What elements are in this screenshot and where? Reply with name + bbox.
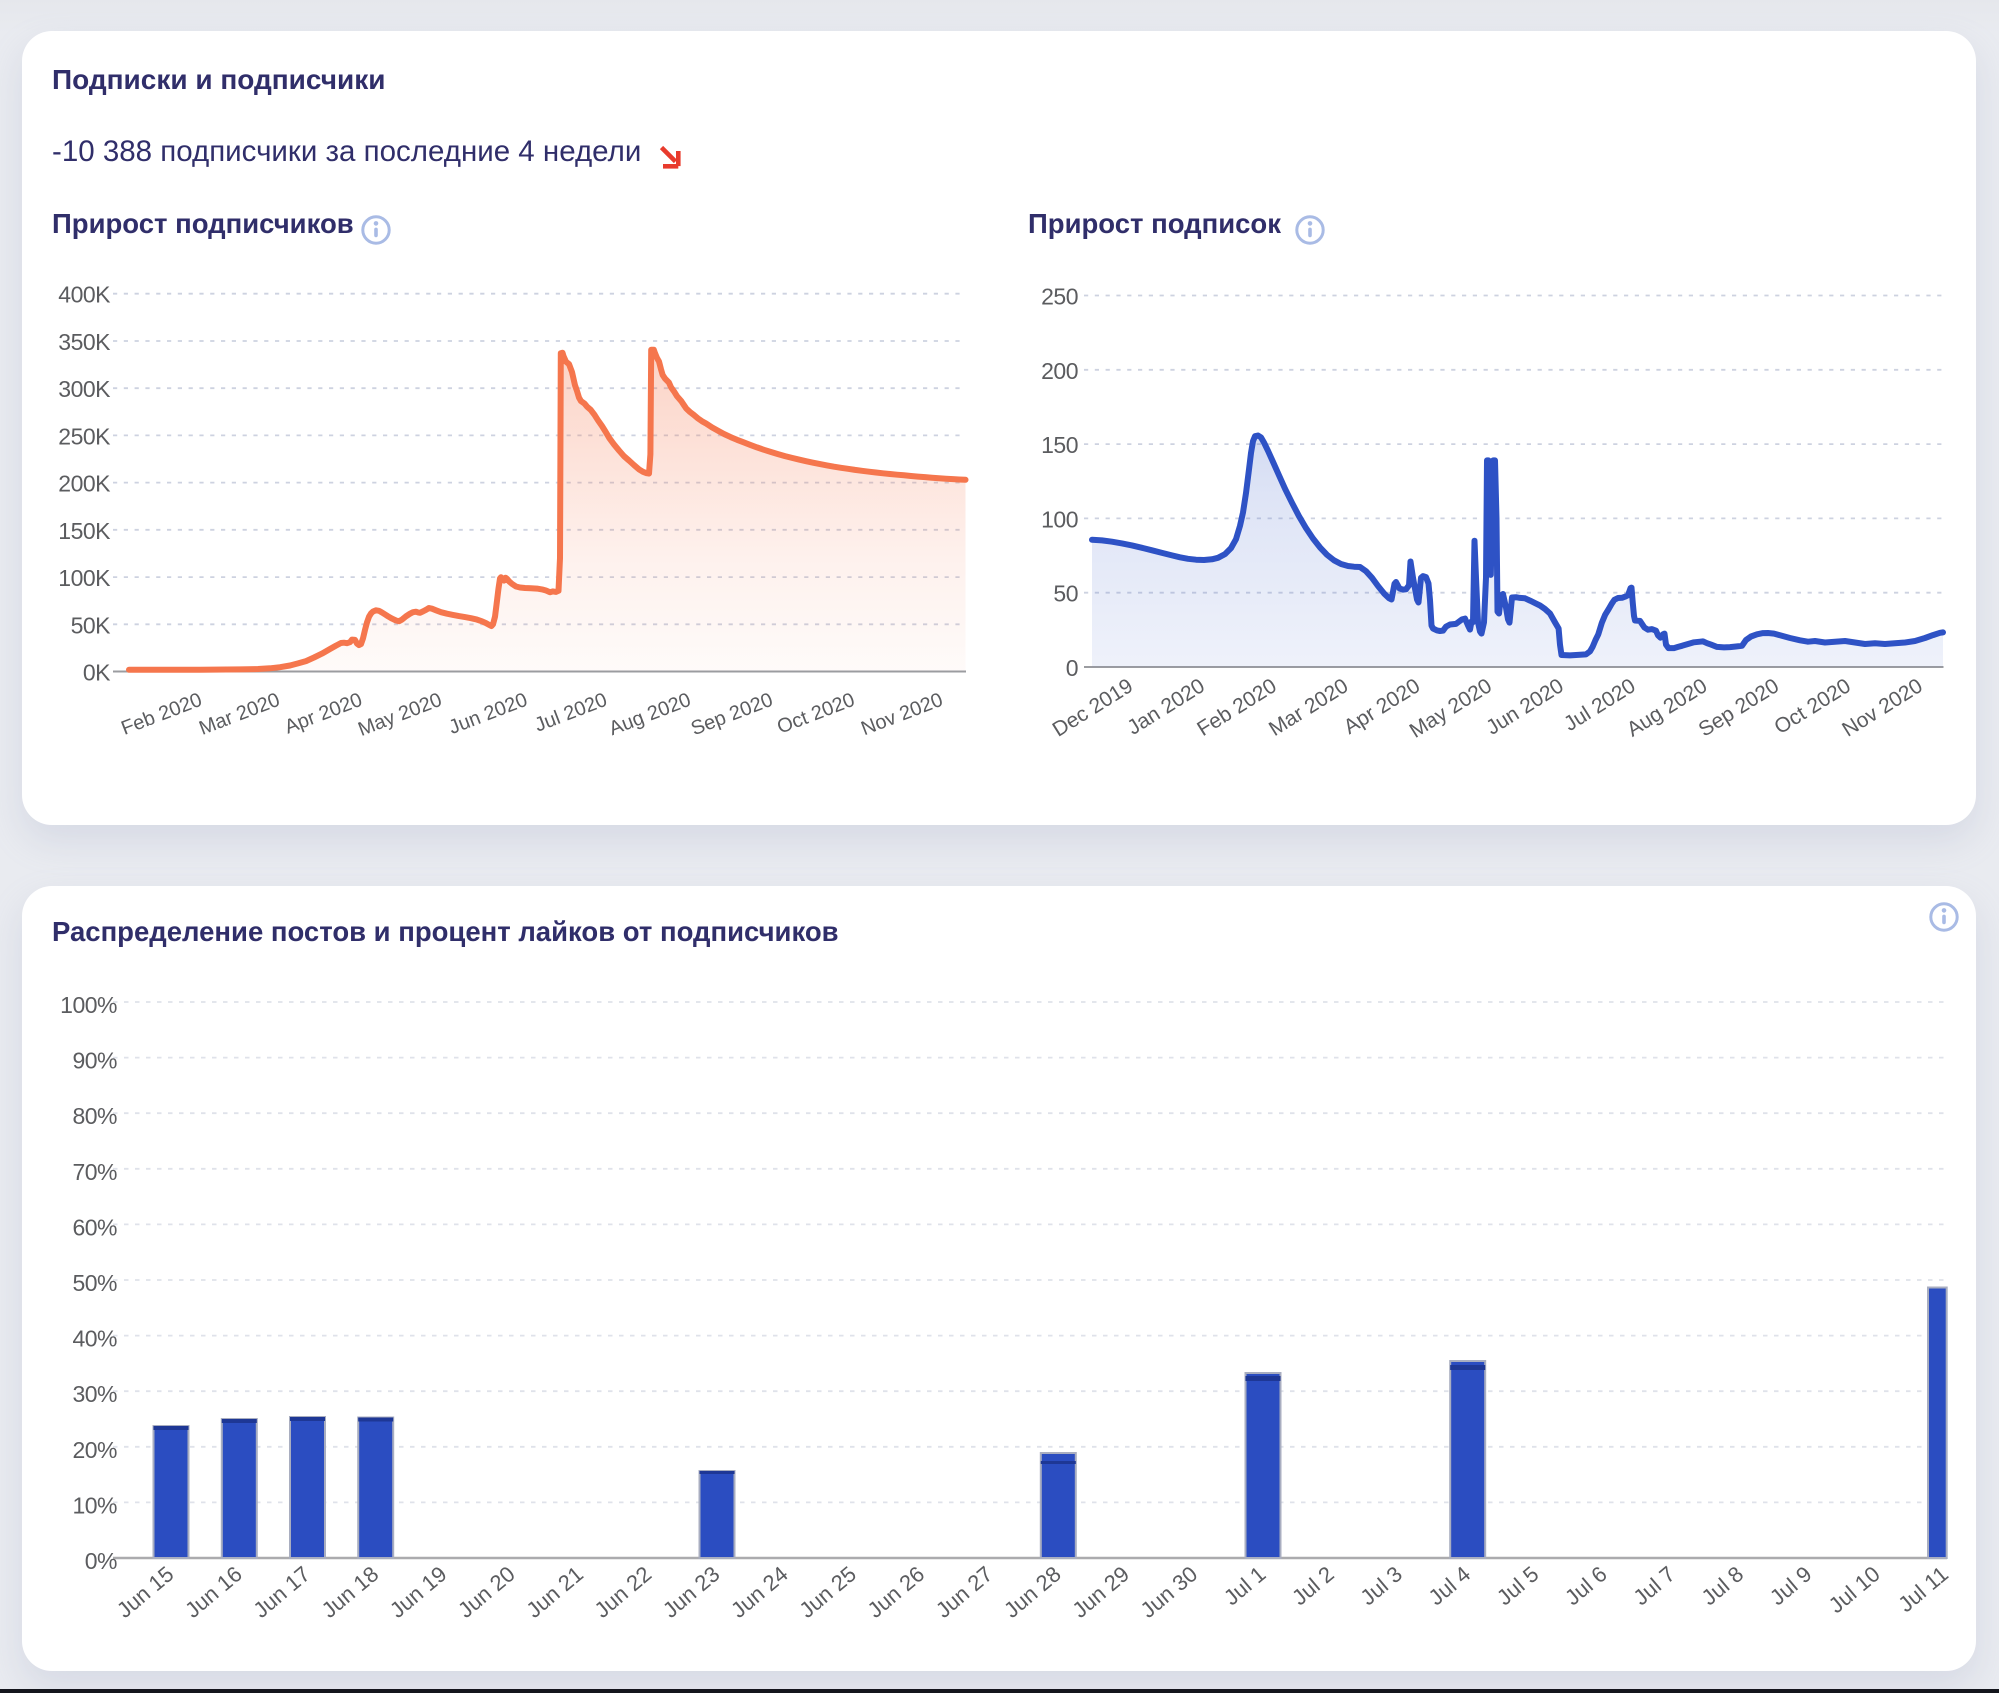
svg-text:Jun 29: Jun 29	[1067, 1561, 1134, 1623]
svg-text:80%: 80%	[72, 1103, 117, 1129]
svg-text:Jun 27: Jun 27	[931, 1561, 998, 1623]
svg-text:Mar 2020: Mar 2020	[1265, 674, 1352, 741]
svg-text:60%: 60%	[72, 1214, 117, 1240]
svg-text:30%: 30%	[72, 1381, 117, 1407]
svg-text:Jul 6: Jul 6	[1560, 1561, 1612, 1610]
svg-text:90%: 90%	[72, 1048, 117, 1074]
svg-text:Jul 2: Jul 2	[1287, 1561, 1339, 1610]
svg-text:Jun 26: Jun 26	[863, 1561, 930, 1623]
svg-text:Sep 2020: Sep 2020	[688, 689, 776, 740]
svg-text:Jun 17: Jun 17	[248, 1561, 315, 1623]
svg-text:Feb 2020: Feb 2020	[1193, 674, 1280, 741]
svg-text:Jun 18: Jun 18	[317, 1561, 384, 1623]
svg-text:200: 200	[1041, 358, 1078, 384]
svg-text:Jun 28: Jun 28	[999, 1561, 1066, 1623]
svg-text:Jun 2020: Jun 2020	[446, 689, 531, 739]
svg-text:50K: 50K	[71, 612, 112, 638]
svg-text:0K: 0K	[83, 660, 111, 686]
svg-text:0%: 0%	[85, 1548, 117, 1574]
svg-text:Apr 2020: Apr 2020	[282, 689, 366, 739]
svg-text:Jul 11: Jul 11	[1893, 1561, 1953, 1617]
svg-text:Jun 21: Jun 21	[521, 1561, 588, 1623]
svg-text:Jul 5: Jul 5	[1492, 1561, 1544, 1610]
svg-text:Jul 2020: Jul 2020	[532, 689, 610, 737]
svg-text:Jul 9: Jul 9	[1765, 1561, 1817, 1610]
svg-text:Jun 20: Jun 20	[453, 1561, 520, 1623]
svg-text:Nov 2020: Nov 2020	[1838, 674, 1926, 741]
svg-text:100K: 100K	[58, 565, 111, 591]
svg-text:Jan 2020: Jan 2020	[1123, 674, 1208, 739]
svg-text:20%: 20%	[72, 1437, 117, 1463]
svg-text:250: 250	[1041, 284, 1078, 310]
svg-text:50: 50	[1053, 581, 1078, 607]
svg-text:300K: 300K	[58, 376, 111, 402]
svg-text:100: 100	[1041, 506, 1078, 532]
svg-text:Jul 3: Jul 3	[1355, 1561, 1407, 1610]
svg-text:150K: 150K	[58, 518, 111, 544]
svg-text:Jun 2020: Jun 2020	[1482, 674, 1567, 739]
svg-text:40%: 40%	[72, 1326, 117, 1352]
svg-text:Jul 1: Jul 1	[1219, 1561, 1271, 1610]
svg-text:10%: 10%	[72, 1492, 117, 1518]
svg-text:Jun 25: Jun 25	[794, 1561, 861, 1623]
svg-text:400K: 400K	[58, 282, 111, 308]
svg-text:Jun 23: Jun 23	[658, 1561, 725, 1623]
svg-text:Jun 19: Jun 19	[385, 1561, 452, 1623]
svg-text:May 2020: May 2020	[355, 689, 445, 741]
svg-text:Aug 2020: Aug 2020	[1623, 674, 1711, 741]
svg-text:Aug 2020: Aug 2020	[606, 689, 694, 740]
svg-text:Sep 2020: Sep 2020	[1695, 674, 1783, 741]
svg-text:Jun 24: Jun 24	[726, 1561, 793, 1623]
svg-text:May 2020: May 2020	[1406, 674, 1496, 742]
svg-text:Jul 4: Jul 4	[1424, 1561, 1476, 1610]
svg-text:200K: 200K	[58, 471, 111, 497]
svg-text:0: 0	[1066, 655, 1078, 681]
svg-text:Mar 2020: Mar 2020	[196, 689, 283, 740]
svg-text:Jun 22: Jun 22	[590, 1561, 657, 1623]
svg-text:Jun 15: Jun 15	[112, 1561, 179, 1623]
svg-text:Dec 2019: Dec 2019	[1049, 674, 1137, 741]
svg-text:Jul 8: Jul 8	[1697, 1561, 1749, 1610]
svg-text:Jul 7: Jul 7	[1628, 1561, 1680, 1610]
svg-text:Jul 10: Jul 10	[1824, 1561, 1885, 1618]
svg-text:70%: 70%	[72, 1159, 117, 1185]
svg-text:250K: 250K	[58, 423, 111, 449]
svg-text:Nov 2020: Nov 2020	[858, 689, 946, 740]
svg-text:Jun 30: Jun 30	[1136, 1561, 1203, 1623]
svg-text:50%: 50%	[72, 1270, 117, 1296]
svg-text:Jun 16: Jun 16	[180, 1561, 247, 1623]
svg-text:350K: 350K	[58, 329, 111, 355]
svg-text:100%: 100%	[60, 992, 117, 1018]
svg-text:150: 150	[1041, 432, 1078, 458]
svg-text:Oct 2020: Oct 2020	[774, 689, 858, 739]
svg-text:Feb 2020: Feb 2020	[118, 689, 205, 740]
